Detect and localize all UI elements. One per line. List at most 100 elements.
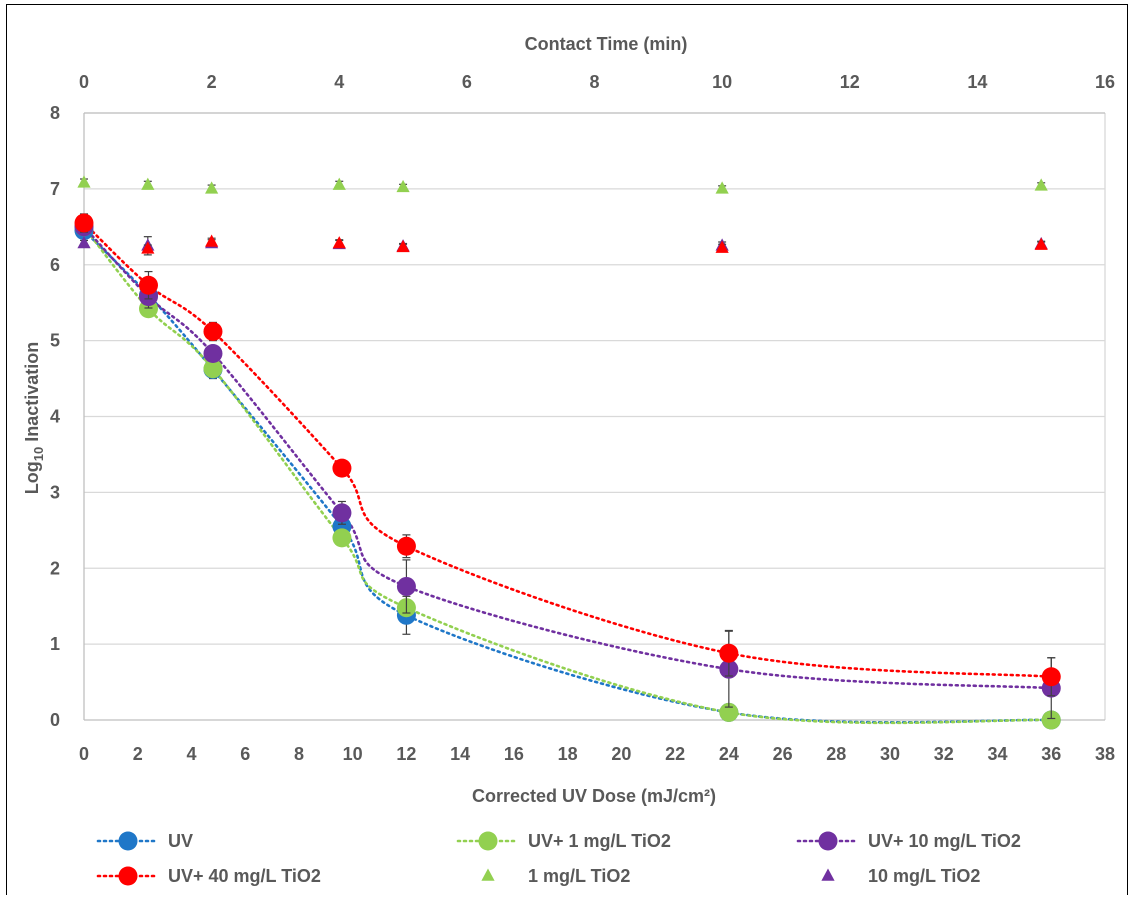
legend-item: UV+ 10 mg/L TiO2 xyxy=(796,831,1021,851)
x2-axis-title: Contact Time (min) xyxy=(525,34,688,54)
x-tick-label: 30 xyxy=(880,744,900,764)
legend-marker xyxy=(118,866,138,886)
chart-frame xyxy=(6,4,1128,895)
legend-item: UV+ 1 mg/L TiO2 xyxy=(456,831,671,851)
legend-label: UV xyxy=(168,831,193,851)
legend-marker xyxy=(821,868,835,881)
x-tick-label: 8 xyxy=(294,744,304,764)
legend-marker xyxy=(481,868,495,881)
x-tick-label: 24 xyxy=(719,744,739,764)
y-tick-label: 3 xyxy=(50,482,60,502)
x-tick-label: 26 xyxy=(773,744,793,764)
data-point xyxy=(396,179,410,193)
series-0 xyxy=(82,229,1053,724)
series-points-3 xyxy=(74,213,1061,697)
x-tick-label: 4 xyxy=(186,744,196,764)
x-tick-label: 34 xyxy=(988,744,1008,764)
data-point xyxy=(719,702,739,722)
data-point xyxy=(205,181,219,194)
legend-label: 10 mg/L TiO2 xyxy=(868,866,980,886)
data-point xyxy=(715,181,729,194)
legend-item: 10 mg/L TiO2 xyxy=(821,866,980,886)
data-point xyxy=(719,643,739,663)
data-point xyxy=(77,236,91,249)
data-point xyxy=(203,344,223,364)
gridlines xyxy=(84,112,1105,645)
y-tick-label: 5 xyxy=(50,331,60,351)
series-points-4 xyxy=(77,175,1048,194)
data-point xyxy=(396,239,410,253)
x-tick-label: 22 xyxy=(665,744,685,764)
series-trendline xyxy=(82,229,1053,724)
data-point xyxy=(1034,178,1048,191)
legend: UV UV+ 1 mg/L TiO2 UV+ 10 mg/L TiO2 UV+ 40 … xyxy=(96,831,1021,886)
data-point xyxy=(74,213,94,233)
series-layer xyxy=(74,175,1061,730)
series-points-5 xyxy=(77,236,1048,256)
x-tick-label: 32 xyxy=(934,744,954,764)
data-point xyxy=(1034,237,1048,250)
legend-label: UV+ 10 mg/L TiO2 xyxy=(868,831,1021,851)
series-trendline xyxy=(82,221,1053,679)
data-point xyxy=(141,177,155,190)
series-points-0 xyxy=(74,221,1061,730)
series-1 xyxy=(82,225,1053,725)
x2-tick-label: 0 xyxy=(79,72,89,92)
series-points-6 xyxy=(141,234,1048,254)
data-point xyxy=(332,528,352,548)
series-3 xyxy=(82,221,1053,679)
x2-tick-label: 14 xyxy=(967,72,987,92)
y-tick-label: 6 xyxy=(50,255,60,275)
legend-label: UV+ 1 mg/L TiO2 xyxy=(528,831,671,851)
x2-tick-label: 6 xyxy=(462,72,472,92)
y-axis-title-rest: Inactivation xyxy=(22,342,42,447)
data-point xyxy=(715,240,729,253)
data-point xyxy=(396,576,416,596)
x2-tick-label: 2 xyxy=(207,72,217,92)
series-2 xyxy=(82,225,1053,690)
y-tick-label: 4 xyxy=(50,407,60,427)
series-points-2 xyxy=(74,217,1061,720)
legend-marker xyxy=(118,831,138,851)
legend-label: UV+ 40 mg/L TiO2 xyxy=(168,866,321,886)
data-point xyxy=(1041,710,1061,730)
x-tick-label: 28 xyxy=(826,744,846,764)
data-point xyxy=(205,234,219,247)
x-tick-label: 18 xyxy=(558,744,578,764)
x-tick-label: 16 xyxy=(504,744,524,764)
series-trendline xyxy=(82,225,1053,725)
x-tick-label: 36 xyxy=(1041,744,1061,764)
data-point xyxy=(332,503,352,523)
series-trendline xyxy=(82,225,1053,690)
y-axis-title-sub: 10 xyxy=(31,447,46,461)
y-tick-label: 8 xyxy=(50,103,60,123)
x-tick-label: 6 xyxy=(240,744,250,764)
x-tick-label: 14 xyxy=(450,744,470,764)
x-tick-label: 10 xyxy=(343,744,363,764)
data-point xyxy=(203,359,223,379)
data-point xyxy=(1041,667,1061,687)
y-axis-title: Log10 Inactivation xyxy=(22,342,46,495)
data-point xyxy=(203,322,223,342)
x-tick-label: 38 xyxy=(1095,744,1115,764)
legend-item: 1 mg/L TiO2 xyxy=(481,866,630,886)
x-tick-label: 20 xyxy=(611,744,631,764)
series-points-1 xyxy=(74,217,1061,730)
y-tick-label: 7 xyxy=(50,179,60,199)
data-point xyxy=(332,236,346,249)
data-point xyxy=(141,241,155,254)
y-tick-label: 1 xyxy=(50,634,60,654)
data-point xyxy=(138,275,158,295)
x2-tick-label: 8 xyxy=(589,72,599,92)
x2-tick-label: 12 xyxy=(840,72,860,92)
x2-tick-label: 4 xyxy=(334,72,344,92)
x-tick-label: 2 xyxy=(133,744,143,764)
legend-item: UV+ 40 mg/L TiO2 xyxy=(96,866,321,886)
legend-marker xyxy=(818,831,838,851)
data-point xyxy=(396,536,416,556)
legend-label: 1 mg/L TiO2 xyxy=(528,866,630,886)
data-point xyxy=(332,177,346,190)
y-tick-label: 2 xyxy=(50,558,60,578)
